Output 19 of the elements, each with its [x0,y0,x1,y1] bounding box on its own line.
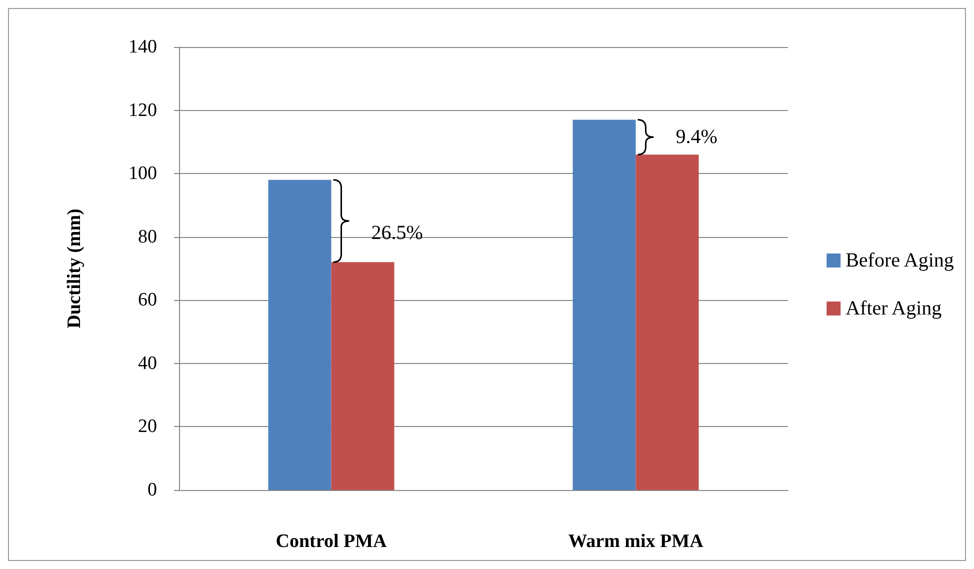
bar [331,262,394,490]
y-tick-label: 60 [138,290,157,311]
legend-label: Before Aging [846,250,954,272]
y-axis-title: Ductility (mm) [64,208,85,328]
annotation: 9.4% [676,126,718,148]
y-tick-label: 20 [138,416,157,438]
y-tick-label: 100 [128,163,157,184]
bar [268,180,332,490]
bar [636,154,699,490]
annotation: 26.5% [371,222,423,244]
bar [572,120,636,490]
y-tick-label: 120 [128,100,157,121]
x-tick-label: Control PMA [276,531,388,552]
y-tick-label: 140 [128,36,157,58]
y-tick-label: 0 [148,480,157,500]
y-tick-label: 80 [138,226,157,248]
x-tick-label: Warm mix PMA [568,531,704,552]
y-tick-label: 40 [138,352,157,374]
legend-label: After Aging [846,298,942,320]
